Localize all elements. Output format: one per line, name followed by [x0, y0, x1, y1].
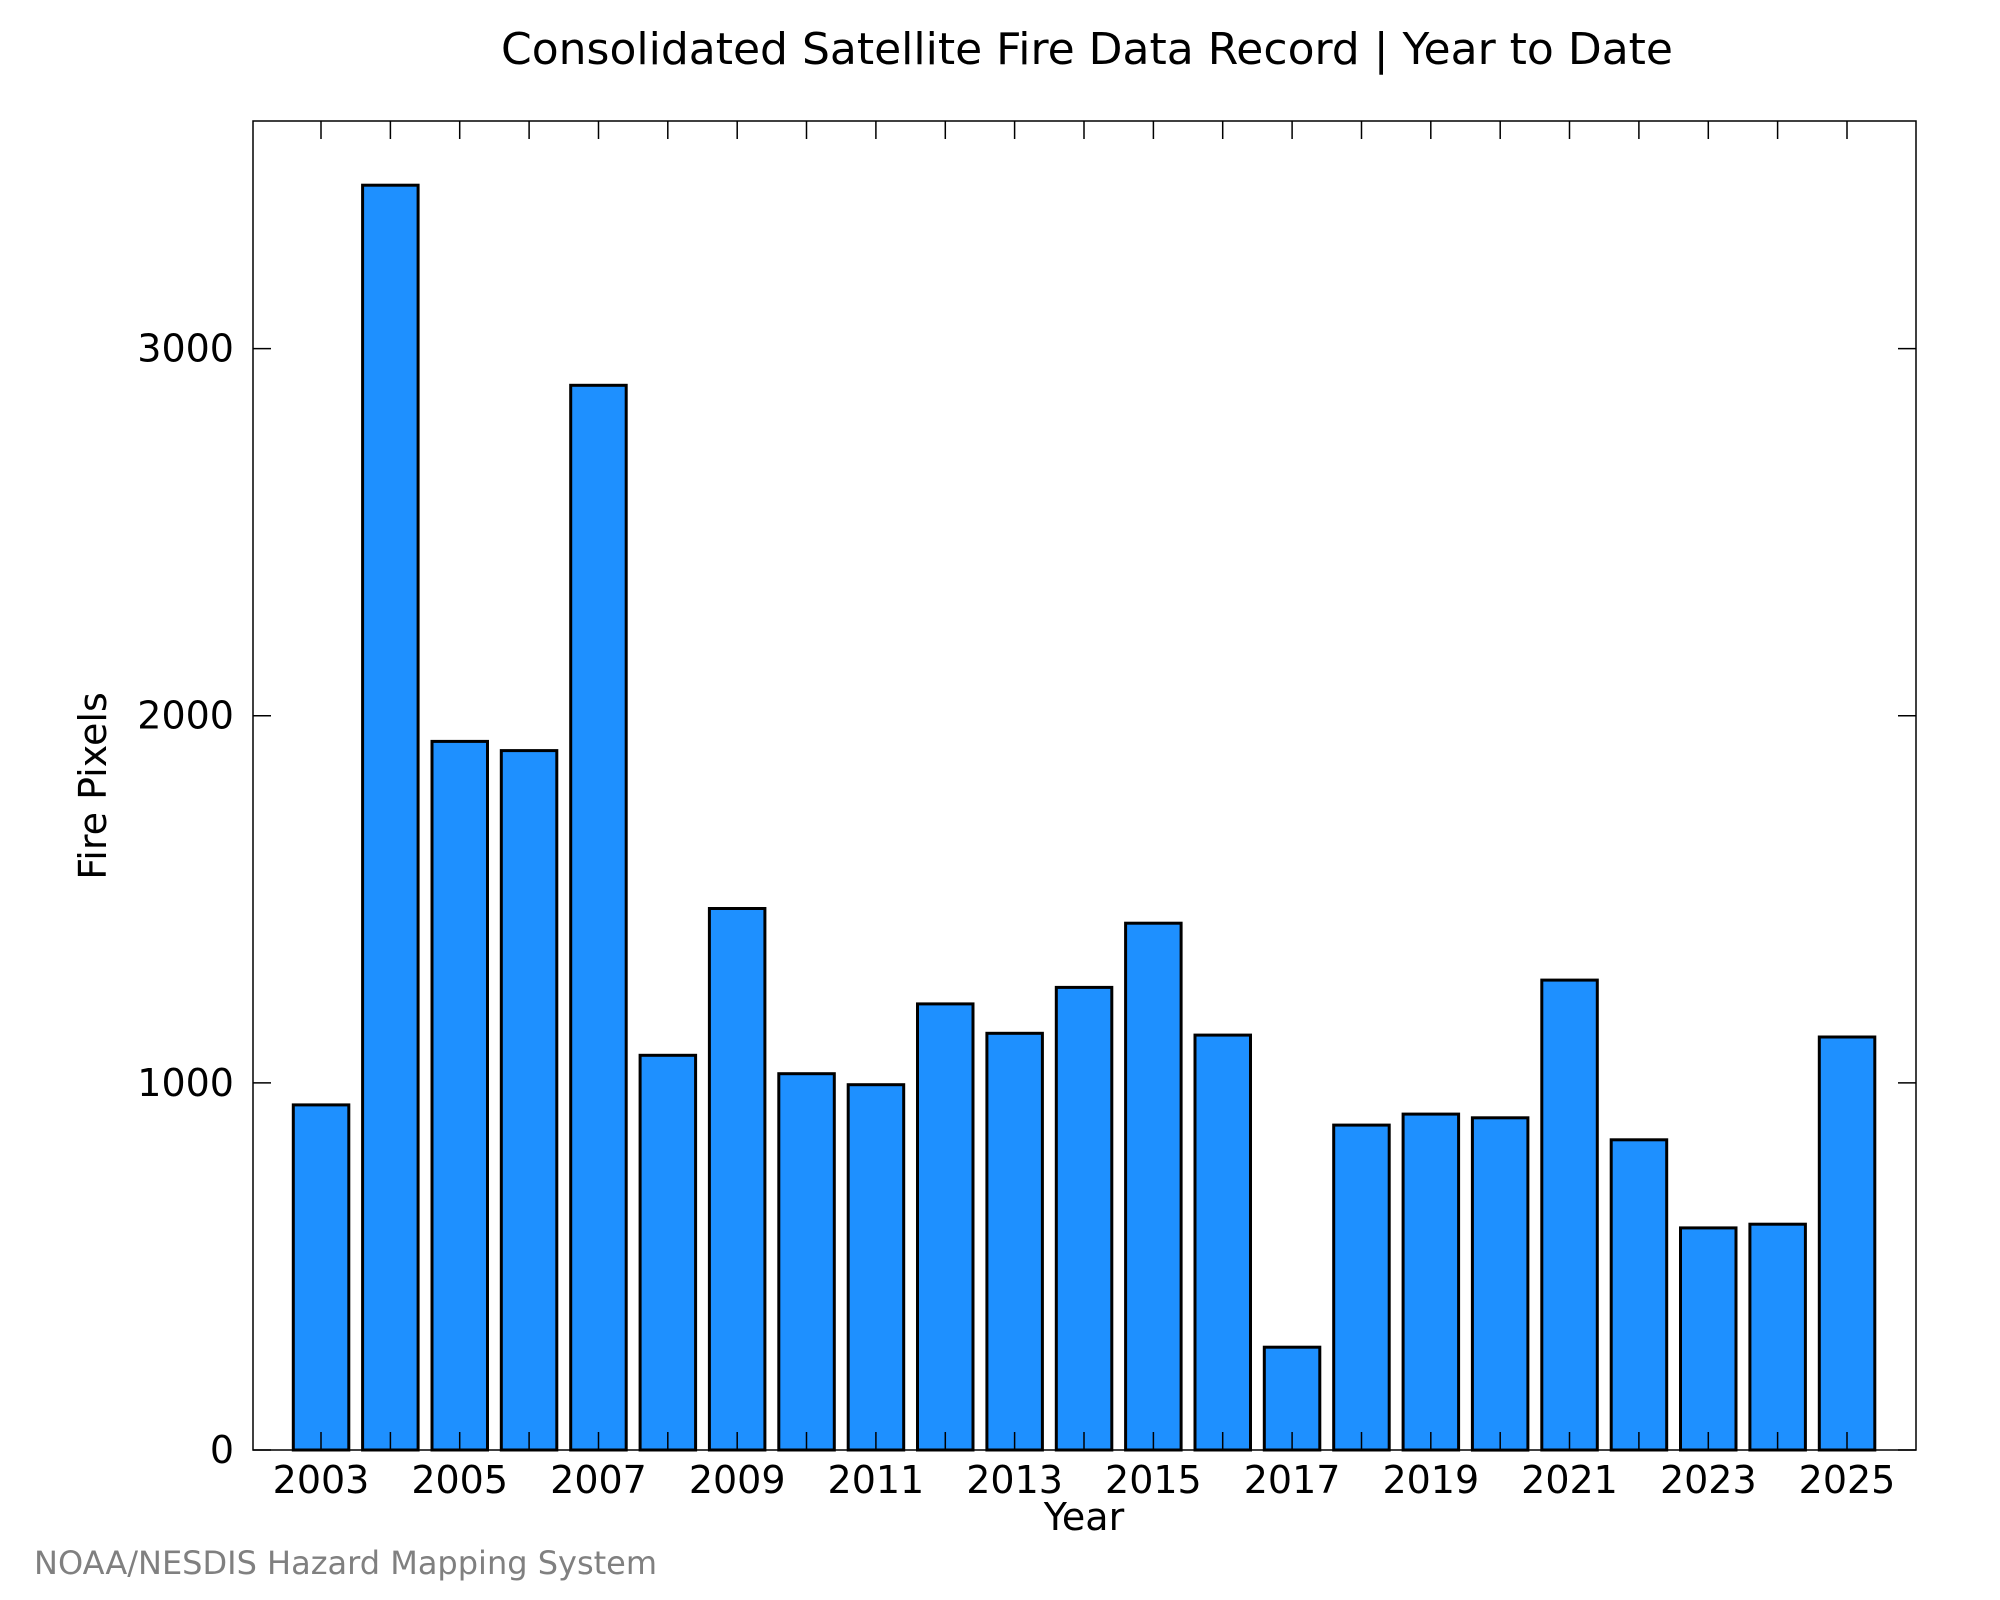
x-tick-label-2017: 2017: [1244, 1458, 1341, 1502]
x-tick-label-2021: 2021: [1521, 1458, 1618, 1502]
bar-2020: [1470, 1116, 1530, 1452]
bar-2012: [916, 1002, 975, 1452]
y-tick-label-1000: 1000: [137, 1061, 234, 1105]
bar-2018: [1332, 1123, 1391, 1452]
y-tick-label-0: 0: [210, 1428, 234, 1472]
x-tick-label-2007: 2007: [550, 1458, 647, 1502]
y-tick-label-3000: 3000: [137, 327, 234, 371]
bar-2010: [777, 1072, 836, 1452]
ticks-group: [253, 121, 1916, 1451]
x-tick-label-2023: 2023: [1660, 1458, 1757, 1502]
bars-group: [291, 183, 1877, 1452]
bar-2009: [707, 907, 767, 1452]
x-tick-label-2011: 2011: [828, 1458, 925, 1502]
bar-2015: [1124, 921, 1183, 1452]
bar-2014: [1054, 985, 1114, 1452]
bar-2025: [1817, 1035, 1877, 1452]
x-tick-label-2013: 2013: [966, 1458, 1063, 1502]
bar-2013: [985, 1031, 1044, 1452]
bar-2007: [569, 383, 628, 1452]
bar-2024: [1748, 1222, 1807, 1452]
y-tick-label-2000: 2000: [137, 694, 234, 738]
x-tick-label-2009: 2009: [689, 1458, 786, 1502]
bar-2016: [1193, 1033, 1252, 1452]
bar-2011: [846, 1083, 906, 1452]
bar-2006: [499, 749, 559, 1452]
bar-2019: [1401, 1112, 1461, 1452]
x-tick-label-2019: 2019: [1382, 1458, 1479, 1502]
y-axis-label: Fire Pixels: [71, 692, 115, 880]
x-tick-labels: 2003 2005 2007 2009 2011 2013 2015 2017 2019 2021…: [273, 1458, 1896, 1502]
bar-2022: [1609, 1138, 1669, 1452]
chart-title: Consolidated Satellite Fire Data Record …: [501, 24, 1673, 75]
x-tick-label-2003: 2003: [273, 1458, 370, 1502]
bar-2003: [291, 1103, 351, 1452]
bar-2021: [1540, 978, 1599, 1452]
bar-2005: [430, 739, 489, 1452]
x-tick-label-2015: 2015: [1105, 1458, 1202, 1502]
x-axis-label: Year: [1043, 1495, 1125, 1539]
bar-2004: [361, 183, 420, 1452]
bar-2023: [1679, 1226, 1738, 1452]
bar-2008: [638, 1053, 698, 1452]
credit-text: NOAA/NESDIS Hazard Mapping System: [34, 1544, 657, 1582]
x-tick-label-2005: 2005: [411, 1458, 508, 1502]
y-tick-labels: 0 1000 2000 3000: [137, 327, 234, 1472]
x-tick-label-2025: 2025: [1799, 1458, 1896, 1502]
